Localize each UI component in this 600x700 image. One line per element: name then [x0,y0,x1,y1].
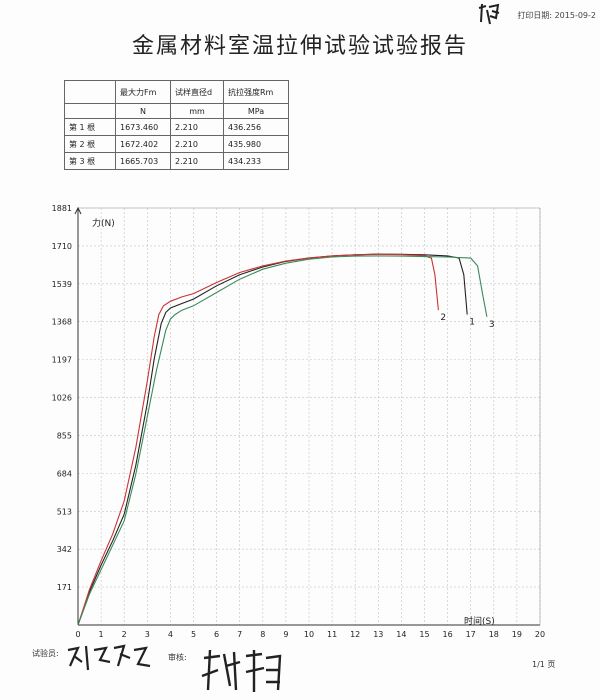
x-tick-label: 7 [237,630,242,639]
reviewer-signature [201,649,282,692]
y-tick-label: 1026 [52,394,72,403]
x-tick-label: 5 [191,630,196,639]
table-header-row: 最大力Fm 试样直径d 抗拉强度Rm [64,80,289,104]
chart-axes: 0 1 2 3 4 5 6 7 8 9 10 11 12 13 14 15 16 17 18 19 2017134251… [52,204,545,639]
x-tick-label: 4 [168,630,173,639]
table-cell: 434.233 [223,152,289,170]
y-axis-label: 力(N) [92,217,115,229]
table-header-cell: 抗拉强度Rm [223,80,289,104]
series-line-1 [77,253,468,626]
table-cell: 第 3 根 [64,152,116,170]
x-tick-label: 10 [304,630,314,639]
print-date: 打印日期: 2015-09-2 [517,11,596,20]
x-tick-label: 2 [122,630,127,639]
x-tick-label: 18 [489,630,499,639]
x-tick-label: 11 [327,630,337,639]
y-tick-label: 855 [57,431,72,440]
x-tick-label: 15 [419,630,429,639]
series-line-2 [77,253,439,626]
y-tick-label: 1881 [52,204,72,213]
y-tick-label: 513 [57,507,72,516]
y-tick-label: 171 [57,583,72,592]
y-tick-label: 1197 [52,356,72,365]
y-tick-label: 342 [57,545,72,554]
x-tick-label: 17 [466,630,476,639]
y-tick-label: 684 [57,469,72,478]
series-label-1: 1 [469,318,475,328]
x-tick-label: 0 [75,630,80,639]
x-tick-label: 6 [214,630,219,639]
y-tick-label: 1710 [52,242,72,251]
tester-label: 试验员: [32,649,59,658]
series-label-2: 2 [440,313,446,323]
x-tick-label: 3 [145,630,150,639]
chart-series: 1 2 3 [77,253,495,626]
results-table: 最大力Fm 试样直径d 抗拉强度Rm N mm MPa 第 1 根 1673.4… [64,80,289,170]
reviewer-label: 审核: [168,653,187,662]
x-axis-label: 时间(S) [464,615,495,627]
table-row: 第 1 根 1673.460 2.210 436.256 [64,118,289,136]
table-row: 第 3 根 1665.703 2.210 434.233 [64,152,289,170]
x-tick-label: 1 [99,630,104,639]
series-line-3 [77,255,488,626]
x-tick-label: 13 [373,630,383,639]
x-tick-label: 20 [535,630,545,639]
series-label-3: 3 [489,320,495,330]
x-tick-label: 12 [350,630,360,639]
x-tick-label: 8 [260,630,265,639]
page-number: 1/1 页 [532,660,556,669]
y-tick-label: 1368 [52,318,72,327]
x-tick-label: 9 [283,630,288,639]
signature-mark-top [478,3,500,25]
y-axis-arrow [74,206,82,215]
report-title: 金属材料室温拉伸试验试验报告 [131,34,468,59]
x-tick-label: 14 [396,630,406,639]
x-tick-label: 19 [512,630,522,639]
y-tick-label: 1539 [52,280,72,289]
x-tick-label: 16 [443,630,453,639]
table-cell: 436.256 [223,118,289,136]
tester-signature [67,644,151,671]
